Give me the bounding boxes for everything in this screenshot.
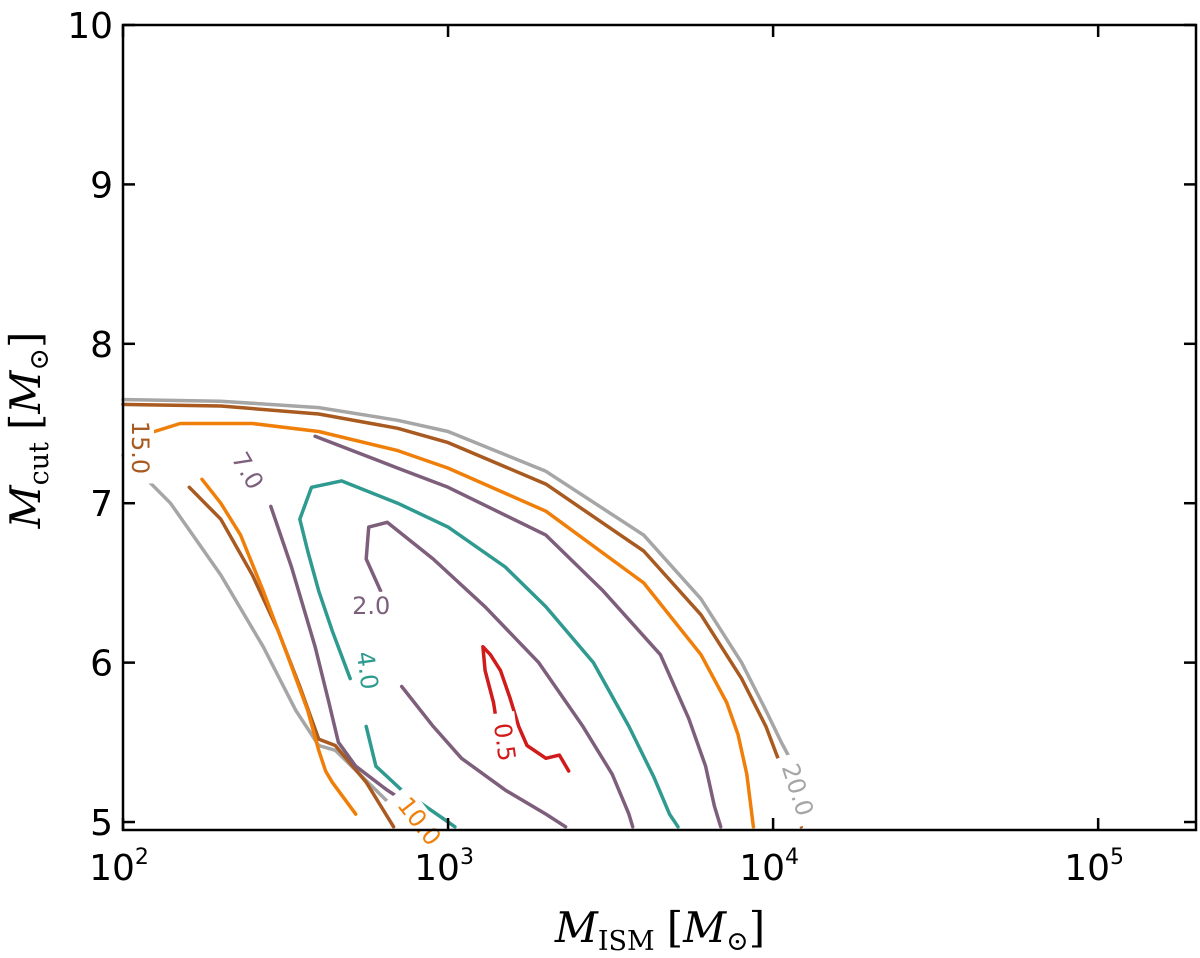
contour-labels: 20.015.010.07.04.02.00.5 bbox=[123, 411, 822, 860]
y-axis: 5 6 7 8 9 10 bbox=[67, 6, 1196, 844]
contour-7.0-segment-0 bbox=[313, 434, 723, 829]
contour-label-2.0: 2.0 bbox=[352, 592, 390, 620]
contour-label-bg bbox=[123, 411, 154, 484]
contour-0.5-segment-0 bbox=[481, 644, 571, 773]
contour-10.0-segment-1 bbox=[200, 477, 358, 816]
contour-label-4.0: 4.0 bbox=[351, 650, 384, 692]
contour-label-bg bbox=[218, 438, 275, 505]
plot-frame bbox=[121, 23, 1198, 832]
contour-label-bg bbox=[347, 639, 386, 702]
x-axis: 102 103 104 105 bbox=[89, 25, 1124, 889]
contour-label-15.0: 15.0 bbox=[126, 421, 154, 474]
contour-label-bg bbox=[771, 751, 822, 830]
y-tick-label: 8 bbox=[90, 325, 113, 366]
x-tick-label: 104 bbox=[739, 845, 799, 889]
x-tick-label: 105 bbox=[1064, 845, 1124, 889]
y-axis-label: Mcut[M⊙] bbox=[1, 332, 55, 530]
x-tick-label: 103 bbox=[414, 845, 474, 889]
y-tick-label: 5 bbox=[90, 803, 113, 844]
x-axis-label: MISM [M⊙] bbox=[554, 903, 765, 957]
y-tick-label: 10 bbox=[67, 6, 113, 47]
y-tick-label: 6 bbox=[90, 644, 113, 685]
contour-label-bg bbox=[384, 784, 453, 860]
contour-2.0-segment-1 bbox=[399, 684, 568, 829]
contour-label-bg bbox=[341, 591, 401, 622]
contour-label-0.5: 0.5 bbox=[488, 721, 521, 763]
contour-20.0-segment-1 bbox=[121, 397, 794, 764]
y-tick-label: 7 bbox=[90, 484, 113, 525]
y-tick-label: 9 bbox=[90, 165, 113, 206]
contour-2.0-segment-0 bbox=[364, 520, 635, 829]
x-tick-label: 102 bbox=[89, 845, 149, 889]
contour-4.0-segment-0 bbox=[298, 479, 680, 829]
contour-10.0-segment-0 bbox=[152, 421, 756, 829]
contour-label-bg bbox=[484, 711, 523, 774]
